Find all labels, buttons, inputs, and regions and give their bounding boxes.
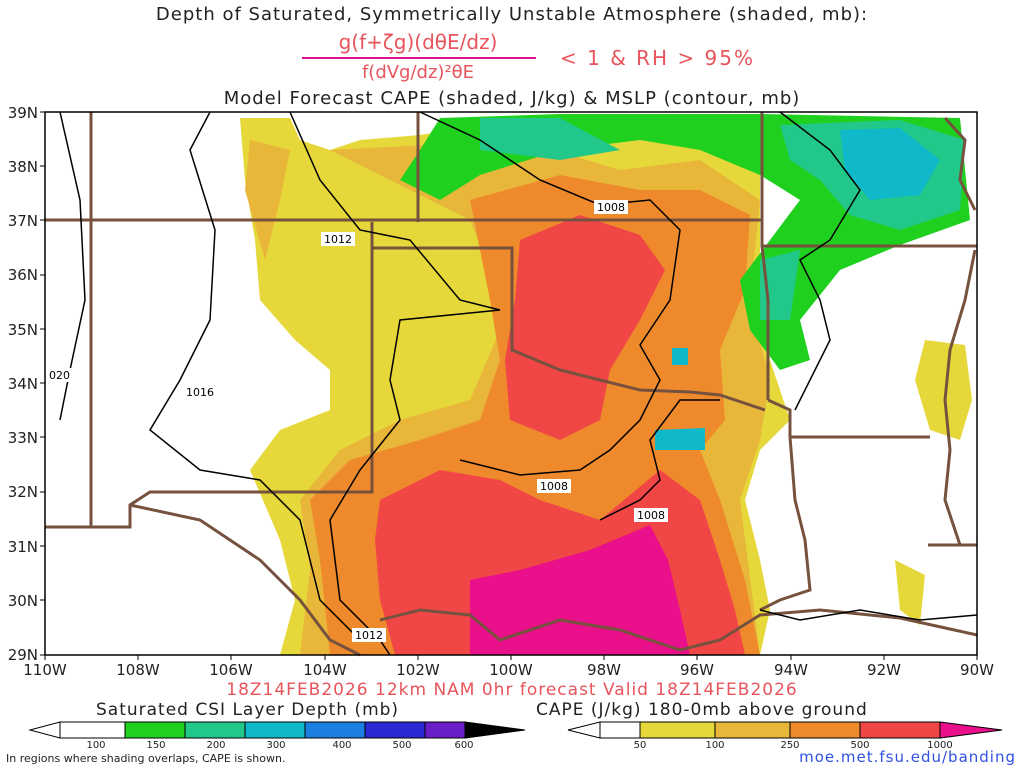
lon-axis: 110W 108W 106W 104W 102W 100W 98W 96W 94… [23,661,994,679]
isobar-label-1012-b: 1012 [355,629,383,642]
csi-colorbar-title: Saturated CSI Layer Depth (mb) [96,700,400,720]
isobar-label-1008-b: 1008 [540,480,568,493]
isobar-label-1012-a: 1012 [324,233,352,246]
mslp-contours [59,111,978,656]
isobar-southeast [759,609,978,621]
lat-label: 38N [8,158,38,176]
border-ms-river [943,249,977,546]
formula-numerator: g(f+ζg)(dθE/dz) [338,30,498,54]
title-line3: Model Forecast CAPE (shaded, J/kg) & MSL… [223,88,801,109]
lat-label: 32N [8,483,38,501]
lon-label: 96W [680,661,714,679]
lon-label: 100W [489,661,533,679]
lat-label: 33N [8,429,38,447]
cape-colorbar: 50 100 250 500 1000 [567,721,1003,751]
cape-tick: 1000 [927,740,952,751]
lat-label: 39N [8,104,38,122]
border-river-north [943,116,977,211]
lon-label: 102W [396,661,440,679]
lat-axis: 39N 38N 37N 36N 35N 34N 33N 32N 31N 30N … [8,104,38,664]
formula-fraction-bar [302,57,536,59]
csi-colorbar-arrow-right [464,721,526,739]
border-tx-ok [372,246,766,412]
lat-label: 37N [8,212,38,230]
isobar-label-1008-a: 1008 [597,201,625,214]
isobar-1012 [289,111,501,656]
cape-1000-region [470,525,690,655]
title-line1: Depth of Saturated, Symmetrically Unstab… [155,4,869,25]
lon-label: 94W [774,661,808,679]
border-nm-tx [91,222,374,529]
csi-colorbar: 100 150 200 300 400 500 600 [28,721,526,751]
footer-note: In regions where shading overlaps, CAPE … [6,752,286,765]
cape-tick: 500 [850,740,869,751]
border-tx-la [759,436,812,612]
csi-tick: 500 [392,740,411,751]
border-ok-mo-ar [760,112,770,400]
csi-colorbar-arrow-left [28,721,61,739]
lat-label: 30N [8,592,38,610]
cape-tick: 100 [705,740,724,751]
lon-label: 110W [23,661,67,679]
state-borders [45,112,978,657]
cape-tick: 250 [780,740,799,751]
csi-200-region [655,128,940,450]
cape-tick: 50 [634,740,647,751]
isobar-1016 [149,111,361,641]
lon-ticks [44,655,978,660]
lon-label: 106W [209,661,253,679]
cape-50-region-east [915,340,972,440]
lon-label: 98W [587,661,621,679]
isobar-label-1008-c: 1008 [637,509,665,522]
lat-label: 29N [8,646,38,664]
isobar-1008-south [599,399,720,521]
lon-label: 92W [867,661,901,679]
formula-condition: < 1 & RH > 95% [560,46,756,70]
footer-url[interactable]: moe.met.fsu.edu/banding [799,748,1016,766]
isobar-1020 [59,111,86,421]
csi-tick: 600 [454,740,473,751]
csi-tick: 200 [206,740,225,751]
valid-time-line: 18Z14FEB2026 12km NAM 0hr forecast Valid… [226,680,798,700]
isobar-label-1016: 1016 [186,386,214,399]
isobar-1008-north [419,111,681,476]
formula-denominator: f(dVg/dz)²θE [361,62,475,83]
lat-label: 34N [8,375,38,393]
csi-tick: 150 [146,740,165,751]
lat-label: 31N [8,538,38,556]
cape-colorbar-title: CAPE (J/kg) 180-0mb above ground [536,700,868,720]
isobar-labels: 1008 1012 1016 020 1008 1008 1012 [47,200,668,642]
csi-tick: 400 [332,740,351,751]
cape-colorbar-arrow-right [939,721,1003,739]
csi-tick: 100 [86,740,105,751]
lat-label: 36N [8,266,38,284]
cape-50-region-south [895,560,925,625]
lon-label: 108W [116,661,160,679]
lon-label: 104W [303,661,347,679]
isobar-east [779,111,861,411]
border-gulf-coast [379,608,978,652]
isobar-label-1020: 020 [49,369,70,382]
border-rio-grande [129,503,361,657]
cape-colorbar-arrow-left [567,721,601,739]
csi-tick: 300 [266,740,285,751]
border-ar-la [767,398,930,439]
lat-label: 35N [8,321,38,339]
lon-label: 90W [960,661,994,679]
lat-ticks [40,111,45,656]
